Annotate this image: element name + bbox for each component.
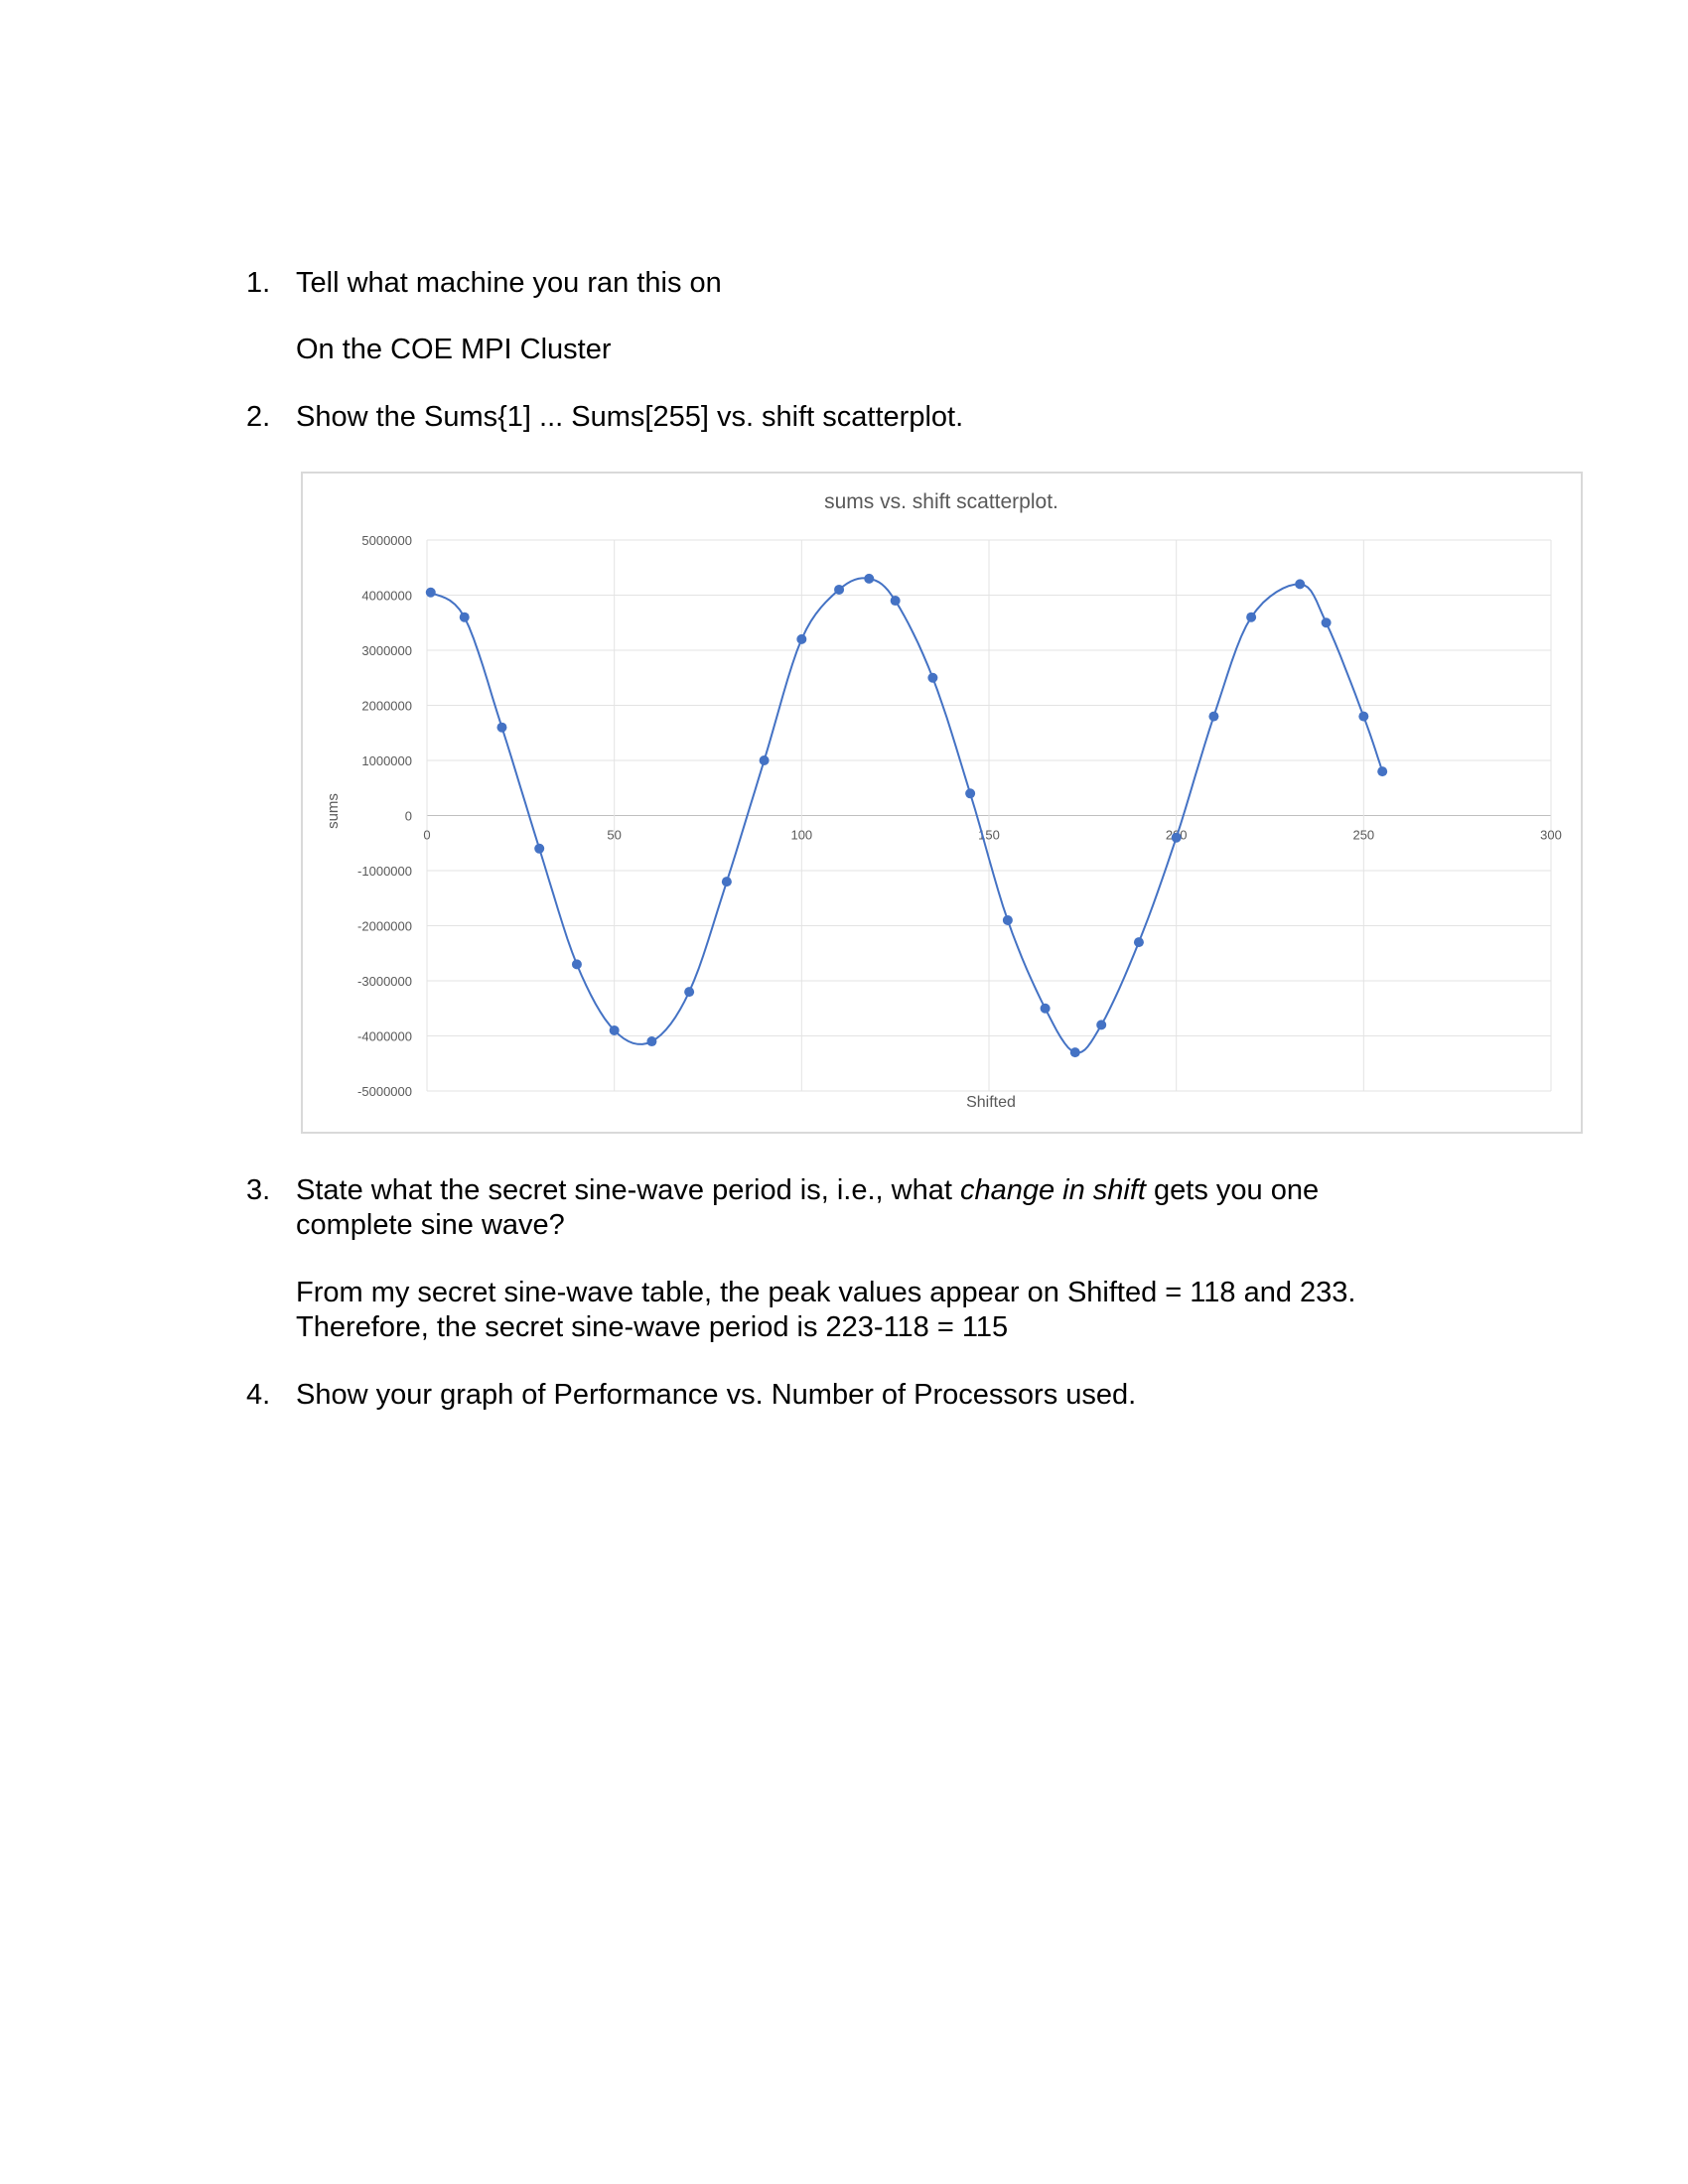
data-point: [1096, 1020, 1107, 1030]
y-tick-label: 5000000: [361, 533, 412, 548]
question-emphasis: change in shift: [959, 1174, 1146, 1206]
y-tick-label: 1000000: [361, 753, 412, 768]
question-part: gets you one: [1145, 1174, 1320, 1206]
data-point: [927, 672, 938, 683]
answer-text: Therefore, the secret sine-wave period i…: [296, 1311, 1009, 1343]
x-tick-label: 100: [790, 828, 812, 843]
data-point: [1208, 711, 1219, 722]
item-number: 3.: [246, 1174, 271, 1206]
question-text-line2: complete sine wave?: [296, 1209, 565, 1241]
data-point: [534, 843, 545, 854]
question-text: Show your graph of Performance vs. Numbe…: [296, 1379, 1137, 1411]
x-tick-label: 0: [423, 828, 430, 843]
data-point: [1358, 711, 1369, 722]
data-point: [1321, 617, 1332, 628]
data-point: [759, 755, 770, 765]
x-tick-label: 300: [1540, 828, 1562, 843]
data-point: [864, 573, 875, 584]
data-point: [834, 584, 845, 595]
y-tick-label: -2000000: [357, 919, 412, 934]
answer-text: On the COE MPI Cluster: [296, 334, 612, 365]
data-point: [496, 722, 507, 733]
scatterplot-chart: sums vs. shift scatterplot. Shifted sums…: [301, 472, 1583, 1134]
data-point: [1002, 914, 1013, 925]
data-point: [1040, 1003, 1051, 1014]
data-point: [1295, 579, 1306, 590]
y-tick-label: -3000000: [357, 974, 412, 989]
data-point: [684, 987, 695, 998]
chart-svg: sums vs. shift scatterplot. Shifted sums…: [325, 490, 1562, 1111]
data-point: [459, 612, 470, 622]
data-point: [1133, 937, 1144, 948]
data-point: [1377, 766, 1388, 777]
y-tick-label: -5000000: [357, 1084, 412, 1099]
data-point: [1171, 832, 1182, 843]
data-point: [1246, 612, 1257, 622]
y-axis-label: sums: [325, 793, 342, 829]
series-layer: [425, 573, 1388, 1058]
data-point: [721, 877, 732, 887]
grid-layer: [426, 539, 1552, 1092]
y-tick-label: 2000000: [361, 699, 412, 714]
chart-title: sums vs. shift scatterplot.: [824, 490, 1058, 513]
x-tick-label: 50: [607, 828, 621, 843]
answer-text: From my secret sine-wave table, the peak…: [296, 1277, 1356, 1308]
item-number: 1.: [246, 267, 271, 299]
data-point: [1069, 1047, 1080, 1058]
data-point: [571, 959, 582, 970]
y-tick-label: 0: [405, 809, 412, 824]
data-point: [796, 633, 807, 644]
x-axis-label: Shifted: [966, 1094, 1016, 1111]
y-tick-label: -1000000: [357, 864, 412, 879]
data-point: [425, 587, 436, 598]
item-number: 4.: [246, 1379, 271, 1411]
data-point: [890, 596, 901, 607]
question-part: State what the secret sine-wave period i…: [296, 1174, 960, 1206]
y-tick-label: -4000000: [357, 1029, 412, 1044]
y-tick-label: 3000000: [361, 643, 412, 658]
axis-layer: 5000000 4000000 3000000 2000000 1000000 0 -100…: [357, 533, 1562, 1099]
question-text: Tell what machine you ran this on: [296, 267, 722, 299]
x-tick-label: 250: [1352, 828, 1374, 843]
data-point: [965, 788, 976, 799]
item-number: 2.: [246, 401, 271, 433]
question-text: Show the Sums{1] ... Sums[255] vs. shift…: [296, 401, 964, 433]
question-text: State what the secret sine-wave period i…: [296, 1173, 1319, 1208]
data-point: [646, 1036, 657, 1047]
series-line: [430, 577, 1384, 1054]
y-tick-label: 4000000: [361, 589, 412, 604]
data-point: [609, 1024, 620, 1035]
